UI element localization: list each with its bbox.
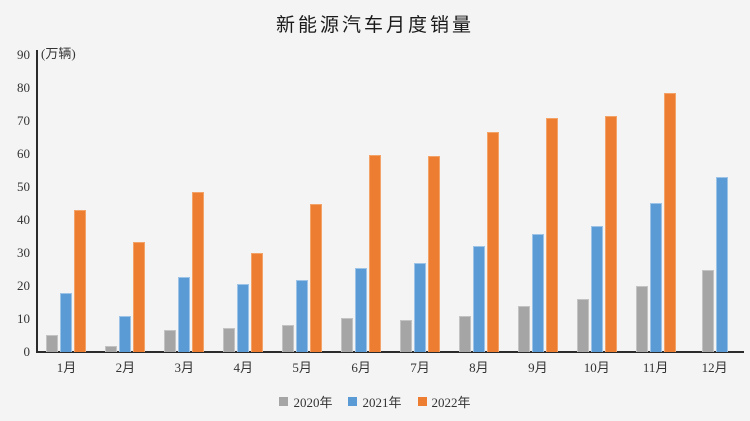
bar-group-5月 [273, 55, 332, 352]
bar-group-2月 [96, 55, 155, 352]
bar-2022年-4月 [251, 253, 264, 352]
bar-group-1月 [37, 55, 96, 352]
bar-2021年-12月 [715, 177, 728, 352]
legend-swatch-icon [417, 397, 427, 406]
x-axis-label-11月: 11月 [642, 360, 669, 375]
bar-2020年-7月 [399, 320, 412, 352]
bar-2020年-10月 [576, 299, 589, 352]
bar-2022年-8月 [486, 132, 499, 352]
bar-2021年-3月 [178, 277, 191, 352]
bar-2020年-9月 [517, 306, 530, 352]
x-axis-label-7月: 7月 [410, 360, 430, 375]
legend-swatch-icon [348, 397, 358, 406]
y-axis-tick-label: 10 [17, 311, 30, 326]
bar-2021年-6月 [355, 268, 368, 352]
bar-2020年-3月 [164, 330, 177, 352]
y-axis-tick-label: 50 [17, 179, 30, 194]
bar-2021年-1月 [60, 293, 73, 352]
bar-2020年-5月 [282, 325, 295, 352]
bar-2021年-8月 [472, 246, 485, 352]
y-axis-tick-label: 20 [17, 278, 30, 293]
bar-2020年-4月 [223, 328, 236, 352]
bar-2021年-9月 [531, 234, 544, 352]
bar-2022年-3月 [192, 192, 205, 352]
x-axis-labels: 1月 2月 3月 4月 5月 6月 7月 8月 9月 10月 11月 12月 [37, 357, 744, 376]
bar-2021年-11月 [649, 203, 662, 352]
bar-2022年-10月 [604, 116, 617, 352]
y-axis-tick-label: 30 [17, 245, 30, 260]
bar-2021年-2月 [119, 316, 132, 352]
chart-title: 新能源汽车月度销量 [275, 15, 474, 36]
bar-group-9月 [508, 55, 567, 352]
bar-2022年-1月 [74, 210, 87, 352]
x-axis-label-9月: 9月 [528, 360, 548, 375]
bar-group-6月 [332, 55, 391, 352]
bar-group-7月 [391, 55, 450, 352]
legend-item-2022年: 2022年 [417, 392, 471, 411]
x-axis-label-12月: 12月 [701, 360, 728, 375]
y-axis-tick-label: 0 [23, 344, 31, 359]
y-axis-tick-label: 80 [17, 80, 30, 95]
legend-label: 2022年 [431, 395, 471, 410]
bar-2020年-8月 [458, 316, 471, 352]
bar-2022年-11月 [663, 93, 676, 352]
y-axis-tick-label: 90 [17, 47, 30, 62]
bar-group-10月 [567, 55, 626, 352]
bar-2020年-1月 [46, 335, 59, 352]
bar-2021年-5月 [296, 280, 309, 352]
x-axis-label-10月: 10月 [583, 360, 610, 375]
bar-2022年-6月 [369, 155, 382, 352]
x-axis-label-3月: 3月 [174, 360, 195, 375]
legend-label: 2021年 [362, 395, 402, 410]
legend: 2020年 2021年 2022年 [0, 392, 750, 411]
y-axis-unit-label: (万辆) [41, 46, 76, 61]
bar-group-3月 [155, 55, 214, 352]
bar-2022年-7月 [427, 156, 440, 352]
x-axis-label-1月: 1月 [56, 360, 77, 375]
bar-group-8月 [449, 55, 508, 352]
bar-2020年-6月 [341, 318, 354, 352]
y-axis-line [36, 50, 38, 353]
bar-group-11月 [626, 55, 685, 352]
legend-item-2021年: 2021年 [348, 392, 402, 411]
y-axis-tick-label: 60 [17, 146, 30, 161]
bar-2020年-11月 [635, 286, 648, 352]
bar-group-4月 [214, 55, 273, 352]
x-axis-label-5月: 5月 [292, 360, 312, 375]
bar-2022年-5月 [310, 204, 323, 352]
bar-2021年-10月 [590, 226, 603, 352]
bar-2021年-7月 [413, 263, 426, 352]
y-axis-tick-label: 70 [17, 113, 30, 128]
bar-2022年-9月 [545, 118, 558, 352]
bar-2020年-12月 [701, 270, 714, 352]
legend-swatch-icon [279, 397, 289, 406]
y-axis-tick-label: 40 [17, 212, 30, 227]
x-axis-label-2月: 2月 [115, 360, 136, 375]
x-axis-label-4月: 4月 [233, 360, 253, 375]
bar-2020年-2月 [105, 346, 118, 352]
bar-2021年-4月 [237, 284, 250, 352]
x-axis-label-8月: 8月 [469, 360, 489, 375]
bar-group-12月 [685, 55, 744, 352]
legend-label: 2020年 [293, 395, 333, 410]
x-axis-line [36, 351, 744, 353]
x-axis-label-6月: 6月 [351, 360, 371, 375]
bar-2022年-2月 [133, 242, 146, 352]
legend-item-2020年: 2020年 [279, 392, 332, 411]
plot-area [37, 55, 744, 352]
